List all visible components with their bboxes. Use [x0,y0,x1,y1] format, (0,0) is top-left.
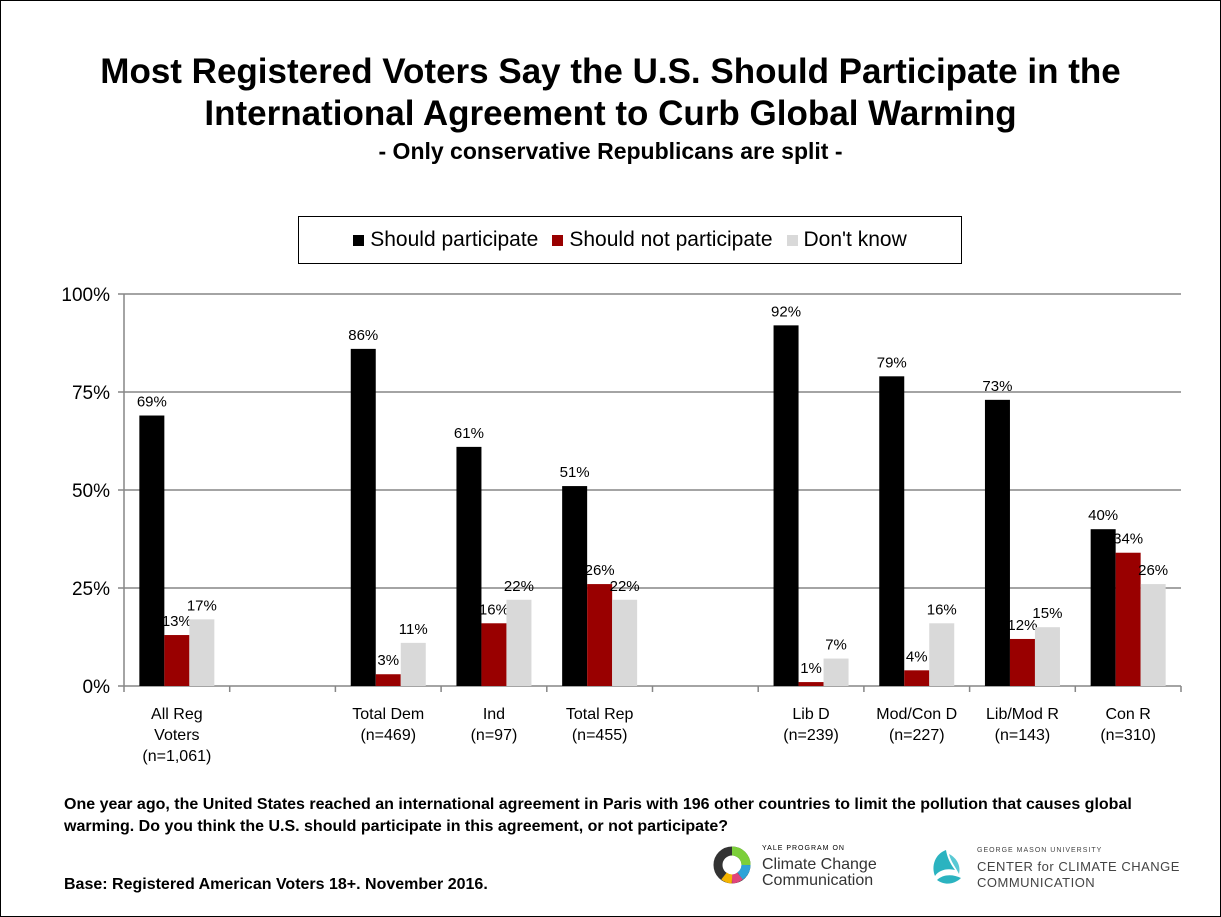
bar [1140,584,1166,686]
data-label: 22% [504,578,534,595]
data-label: 40% [1088,507,1118,524]
yale-logo: YALE PROGRAM ON Climate Change Communica… [712,841,877,889]
data-label: 26% [585,562,615,579]
data-label: 26% [1138,562,1168,579]
legend-label: Don't know [803,228,907,251]
gmu-logo-line2: COMMUNICATION [977,875,1096,890]
data-label: 16% [927,601,957,618]
data-label: 16% [479,601,509,618]
y-tick-label: 75% [72,383,110,404]
bar [879,376,905,686]
bar [375,674,401,686]
legend-item-should-not-participate: Should not participate [552,228,773,252]
data-label: 11% [399,621,428,638]
bar [400,642,426,686]
category-label: Lib D [792,706,829,723]
yale-logo-small: YALE PROGRAM ON [762,845,845,852]
data-label: 86% [348,327,378,344]
category-label: (n=455) [572,727,628,744]
bar [481,623,507,686]
category-label: Total Dem [352,706,424,723]
category-label: (n=227) [889,727,945,744]
yale-logo-line2: Communication [762,872,874,889]
data-label: 4% [906,648,928,665]
data-label: 15% [1032,605,1062,622]
legend-swatch [552,234,564,246]
bar [587,584,613,686]
bar [164,635,190,686]
base-note: Base: Registered American Voters 18+. No… [64,876,488,893]
bar [798,682,824,686]
data-label: 7% [825,637,847,654]
category-label: (n=143) [995,727,1051,744]
yale-logo-icon [713,846,751,884]
bar [823,658,849,686]
bar [1115,552,1141,686]
data-label: 69% [137,394,167,411]
data-label: 34% [1113,531,1143,548]
data-label: 17% [187,597,217,614]
yale-logo-line1: Climate Change [762,856,877,873]
bar [1034,627,1060,686]
bar [612,599,638,686]
category-label: Voters [154,727,199,744]
bar [350,348,376,686]
category-label: (n=97) [471,727,518,744]
legend-item-dont-know: Don't know [786,228,907,252]
category-label: (n=310) [1100,727,1156,744]
bar [139,415,165,686]
legend: Should participate Should not participat… [298,216,962,264]
y-tick-label: 0% [83,677,111,698]
chart-title-line1: Most Registered Voters Say the U.S. Shou… [100,52,1121,91]
chart-title-line2: International Agreement to Curb Global W… [204,94,1017,133]
y-tick-label: 50% [72,481,110,502]
category-label: Lib/Mod R [986,706,1059,723]
bar [773,325,799,686]
gmu-logo-icon [933,850,961,884]
legend-label: Should participate [370,228,539,251]
data-label: 79% [877,354,907,371]
bar [189,619,215,686]
legend-swatch [353,234,365,246]
bar [456,446,482,686]
bar-chart: 0% 25% 50% 75% 100% 69% 13%17% All Reg Voters (n=… [61,285,1182,765]
bar [506,599,532,686]
gmu-logo-line1: CENTER for CLIMATE CHANGE [977,859,1180,874]
survey-question: One year ago, the United States reached … [64,796,1132,835]
category-label: Mod/Con D [876,706,957,723]
data-label: 61% [454,425,484,442]
gmu-logo-small: GEORGE MASON UNIVERSITY [977,847,1103,854]
data-label: 73% [982,378,1012,395]
bar [1090,529,1116,686]
data-label: 51% [560,464,590,481]
bar [1009,638,1035,686]
category-label: Ind [483,706,505,723]
data-label: 13% [162,613,192,630]
bar [984,399,1010,686]
category-label: Total Rep [566,706,634,723]
data-label: 92% [771,303,801,320]
legend-item-should-participate: Should participate [353,228,538,252]
y-tick-label: 100% [61,285,110,306]
gmu-logo: GEORGE MASON UNIVERSITY CENTER for CLIMA… [925,843,1180,891]
y-tick-label: 25% [72,579,110,600]
data-label: 12% [1007,617,1037,634]
legend-label: Should not participate [569,228,773,251]
category-label: (n=239) [783,727,839,744]
bar [929,623,955,686]
bar [904,670,930,686]
chart-subtitle: - Only conservative Republicans are spli… [378,138,843,164]
data-label: 3% [377,652,399,669]
category-label: (n=469) [360,727,416,744]
bar [562,486,588,686]
category-label: Con R [1105,706,1150,723]
data-label: 1% [800,660,822,677]
category-label: All Reg [151,706,203,723]
data-label: 22% [610,578,640,595]
legend-swatch [786,234,798,246]
category-label: (n=1,061) [142,748,211,765]
